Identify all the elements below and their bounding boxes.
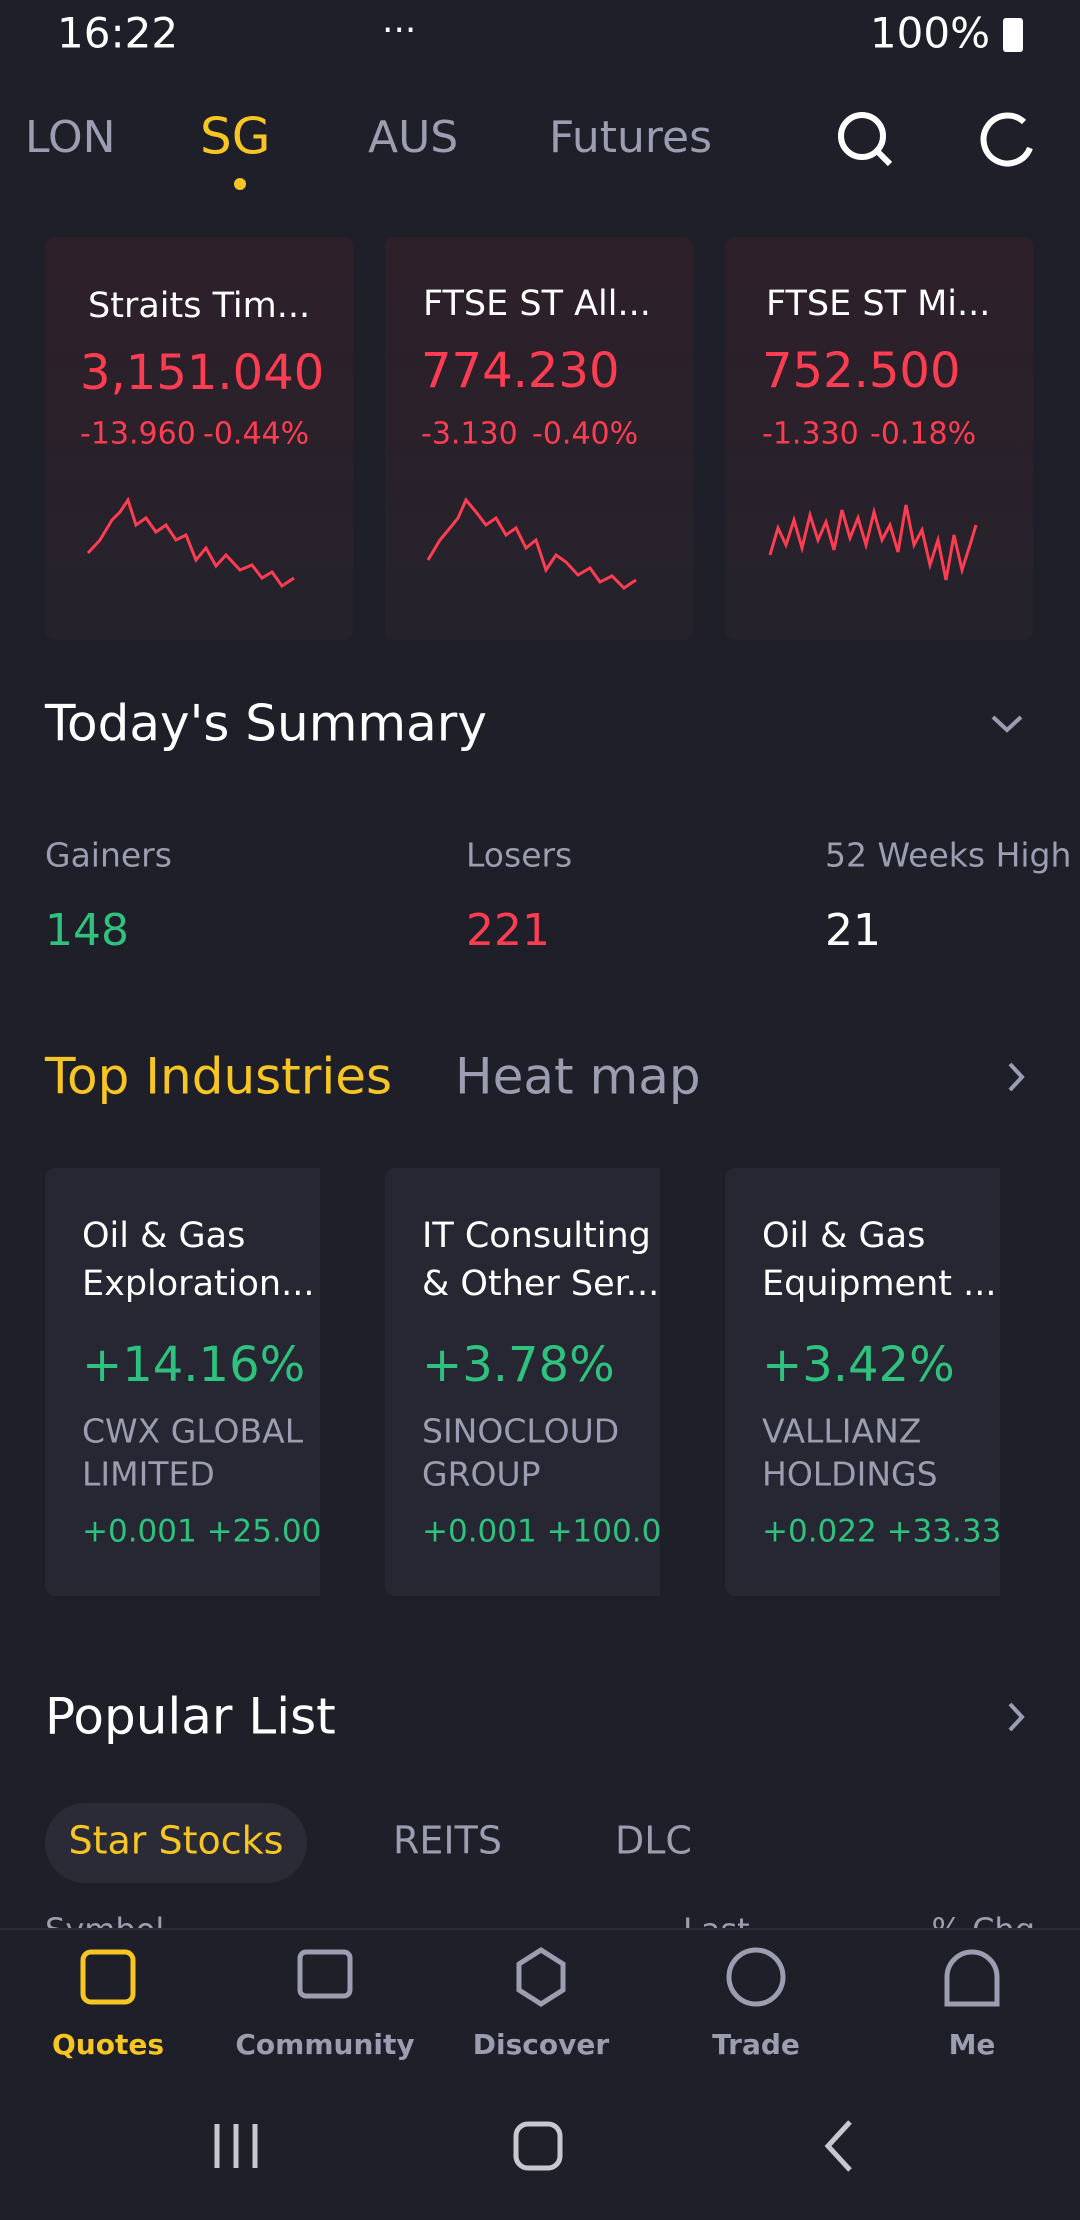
summary-value[interactable]: 21 [825, 905, 881, 956]
index-card[interactable]: Straits Tim... 3,151.040 -13.960 -0.44% [45, 237, 353, 640]
industry-card[interactable]: Oil & Gas Exploration... +14.16% CWX GLO… [45, 1168, 353, 1596]
nav-label[interactable]: Trade [712, 2028, 800, 2061]
search-icon[interactable] [838, 112, 893, 167]
stock-name: GROUP [422, 1455, 541, 1494]
market-tab-active[interactable]: SG [200, 108, 270, 166]
nav-label[interactable]: Discover [473, 2028, 610, 2061]
industry-card[interactable]: Oil & Gas Equipment ... +3.42% VALLIANZ … [725, 1168, 1033, 1596]
stock-name: LIMITED [82, 1455, 215, 1494]
index-name: Straits Tim... [88, 286, 310, 326]
discover-icon[interactable] [516, 1947, 566, 2007]
stock-name: VALLIANZ [762, 1412, 921, 1451]
stock-name: HOLDINGS [762, 1455, 938, 1494]
index-card[interactable]: FTSE ST All... 774.230 -3.130 -0.40% [385, 237, 693, 640]
sparkline [768, 504, 978, 581]
list-tab[interactable]: REITS [393, 1819, 502, 1863]
index-card[interactable]: FTSE ST Mi... 752.500 -1.330 -0.18% [725, 237, 1033, 640]
status-time: 16:22 [57, 9, 178, 58]
sparkline [86, 496, 295, 589]
industry-pct: +3.42% [762, 1337, 955, 1393]
stock-change: +0.022 +33.33% [762, 1514, 1031, 1550]
summary-label: Losers [466, 836, 572, 875]
summary-label: Gainers [45, 836, 172, 875]
list-tab[interactable]: DLC [615, 1819, 692, 1863]
index-change: -1.330 [762, 417, 859, 452]
index-change: -3.130 [421, 417, 518, 452]
tab-pill [45, 1803, 307, 1883]
more-chevron[interactable] [1008, 1062, 1025, 1092]
industry-pct: +14.16% [82, 1337, 305, 1393]
system-nav [214, 2120, 852, 2172]
market-tab[interactable]: Futures [549, 112, 712, 163]
index-name: FTSE ST All... [423, 284, 651, 324]
summary-label: 52 Weeks High [825, 836, 1071, 875]
nav-label[interactable]: Community [235, 2028, 414, 2061]
stock-change: +0.001 +25.00% [82, 1514, 351, 1550]
card-bg [45, 1168, 320, 1596]
card-bg [45, 237, 353, 640]
industries-tab[interactable]: Heat map [455, 1048, 701, 1106]
battery-icon [1003, 18, 1023, 52]
card-bg [385, 237, 693, 640]
card-bg [385, 1168, 660, 1596]
sparkline [426, 497, 637, 590]
index-change-pct: -0.44% [203, 417, 309, 452]
section-title: Today's Summary [44, 695, 487, 753]
index-change-pct: -0.18% [870, 417, 976, 452]
stock-change: +0.001 +100.00 [422, 1514, 681, 1550]
stock-name: CWX GLOBAL [82, 1412, 304, 1451]
index-change: -13.960 [80, 417, 196, 452]
industry-name: Exploration... [82, 1264, 314, 1304]
quotes-icon[interactable] [80, 1949, 136, 2005]
index-value: 3,151.040 [80, 345, 324, 401]
refresh-icon[interactable] [980, 112, 1033, 167]
industry-name: & Other Ser... [422, 1264, 659, 1304]
industry-pct: +3.78% [422, 1337, 615, 1393]
industry-name: IT Consulting [422, 1216, 651, 1256]
status-dots: ··· [382, 10, 416, 51]
status-battery: 100% [870, 9, 990, 58]
market-tab[interactable]: AUS [368, 112, 458, 163]
index-value: 774.230 [421, 343, 620, 399]
index-change-pct: -0.40% [532, 417, 638, 452]
card-bg [725, 1168, 1000, 1596]
more-chevron[interactable] [1008, 1702, 1025, 1732]
active-dot [234, 178, 246, 190]
industry-name: Oil & Gas [762, 1216, 925, 1256]
industry-card[interactable]: IT Consulting & Other Ser... +3.78% SINO… [385, 1168, 693, 1596]
summary-value[interactable]: 148 [45, 905, 129, 956]
trade-icon[interactable] [726, 1947, 786, 2007]
collapse-chevron[interactable] [991, 715, 1023, 733]
section-title: Popular List [45, 1688, 336, 1746]
index-name: FTSE ST Mi... [766, 284, 990, 324]
nav-label-active[interactable]: Quotes [52, 2028, 164, 2061]
me-icon[interactable] [944, 1949, 1000, 2007]
industry-name: Equipment ... [762, 1264, 997, 1304]
industry-name: Oil & Gas [82, 1216, 245, 1256]
stock-name: SINOCLOUD [422, 1412, 619, 1451]
market-tab[interactable]: LON [25, 112, 116, 163]
summary-value[interactable]: 221 [466, 905, 550, 956]
nav-label[interactable]: Me [949, 2028, 996, 2061]
industries-tab-active[interactable]: Top Industries [44, 1048, 392, 1106]
index-value: 752.500 [762, 343, 961, 399]
community-icon[interactable] [297, 1949, 353, 1999]
list-tab-active[interactable]: Star Stocks [69, 1819, 284, 1863]
